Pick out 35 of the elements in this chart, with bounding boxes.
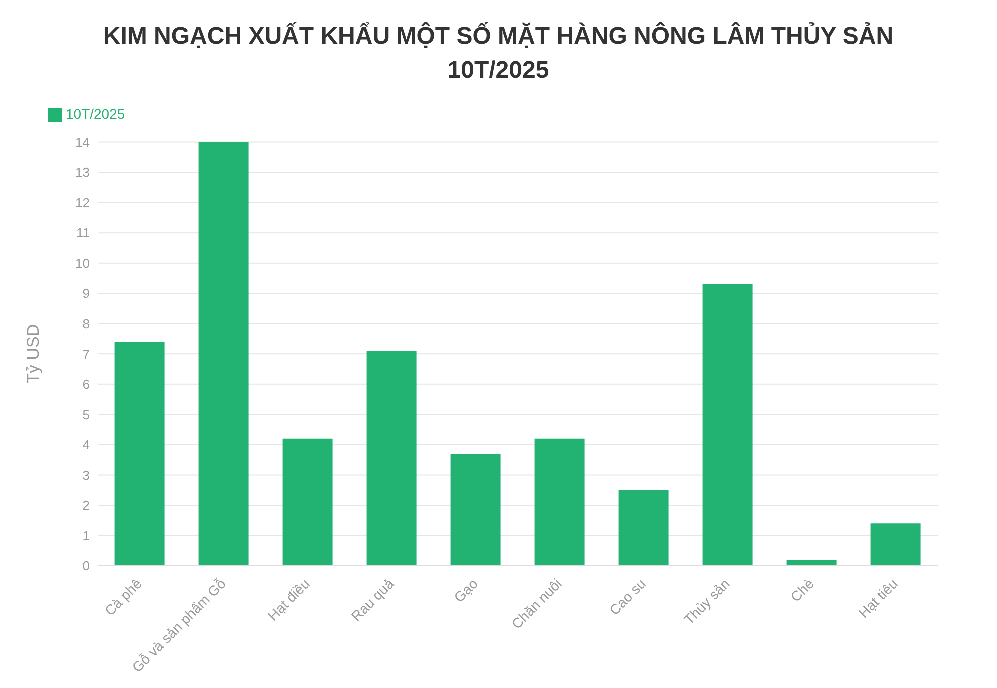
bar xyxy=(450,454,501,566)
y-tick-label: 7 xyxy=(82,346,90,362)
y-tick-label: 11 xyxy=(76,226,90,241)
y-tick-label: 8 xyxy=(82,316,90,332)
bar xyxy=(282,438,333,566)
x-tick-label: Cà phê xyxy=(102,575,146,619)
y-tick-label: 4 xyxy=(82,438,90,453)
legend-label: 10T/2025 xyxy=(66,106,126,122)
y-tick-label: 14 xyxy=(76,134,90,150)
x-tick-label: Gạo xyxy=(450,575,482,606)
y-tick-label: 12 xyxy=(76,195,90,210)
y-tick-label: 5 xyxy=(82,407,90,422)
x-tick-label: Hạt tiêu xyxy=(856,576,901,622)
y-tick-label: 10 xyxy=(76,256,90,271)
y-tick-label: 1 xyxy=(82,528,90,544)
bar xyxy=(618,490,669,566)
y-tick-label: 0 xyxy=(82,558,90,574)
bar xyxy=(366,351,417,566)
chart-title: KIM NGẠCH XUẤT KHẨU MỘT SỐ MẶT HÀNG NÔNG LÂM THỦY SẢN 10T/2025 xyxy=(102,22,895,86)
y-tick-label: 6 xyxy=(82,377,90,392)
bar xyxy=(702,284,753,566)
x-tick-label: Chè xyxy=(787,575,818,606)
y-tick-label: 3 xyxy=(82,468,90,483)
x-tick-label: Hạt điều xyxy=(264,576,313,624)
y-tick-label: 13 xyxy=(76,165,90,180)
x-tick-label: Cao su xyxy=(606,576,649,618)
bar xyxy=(870,524,921,566)
bar xyxy=(786,560,837,566)
y-tick-label: 9 xyxy=(82,286,90,302)
y-tick-label: 2 xyxy=(82,498,90,514)
bar xyxy=(114,342,165,566)
bar xyxy=(534,438,585,566)
y-axis-title: Tỷ USD xyxy=(24,324,44,384)
bar xyxy=(198,142,249,566)
x-tick-label: Rau quả xyxy=(348,575,398,624)
